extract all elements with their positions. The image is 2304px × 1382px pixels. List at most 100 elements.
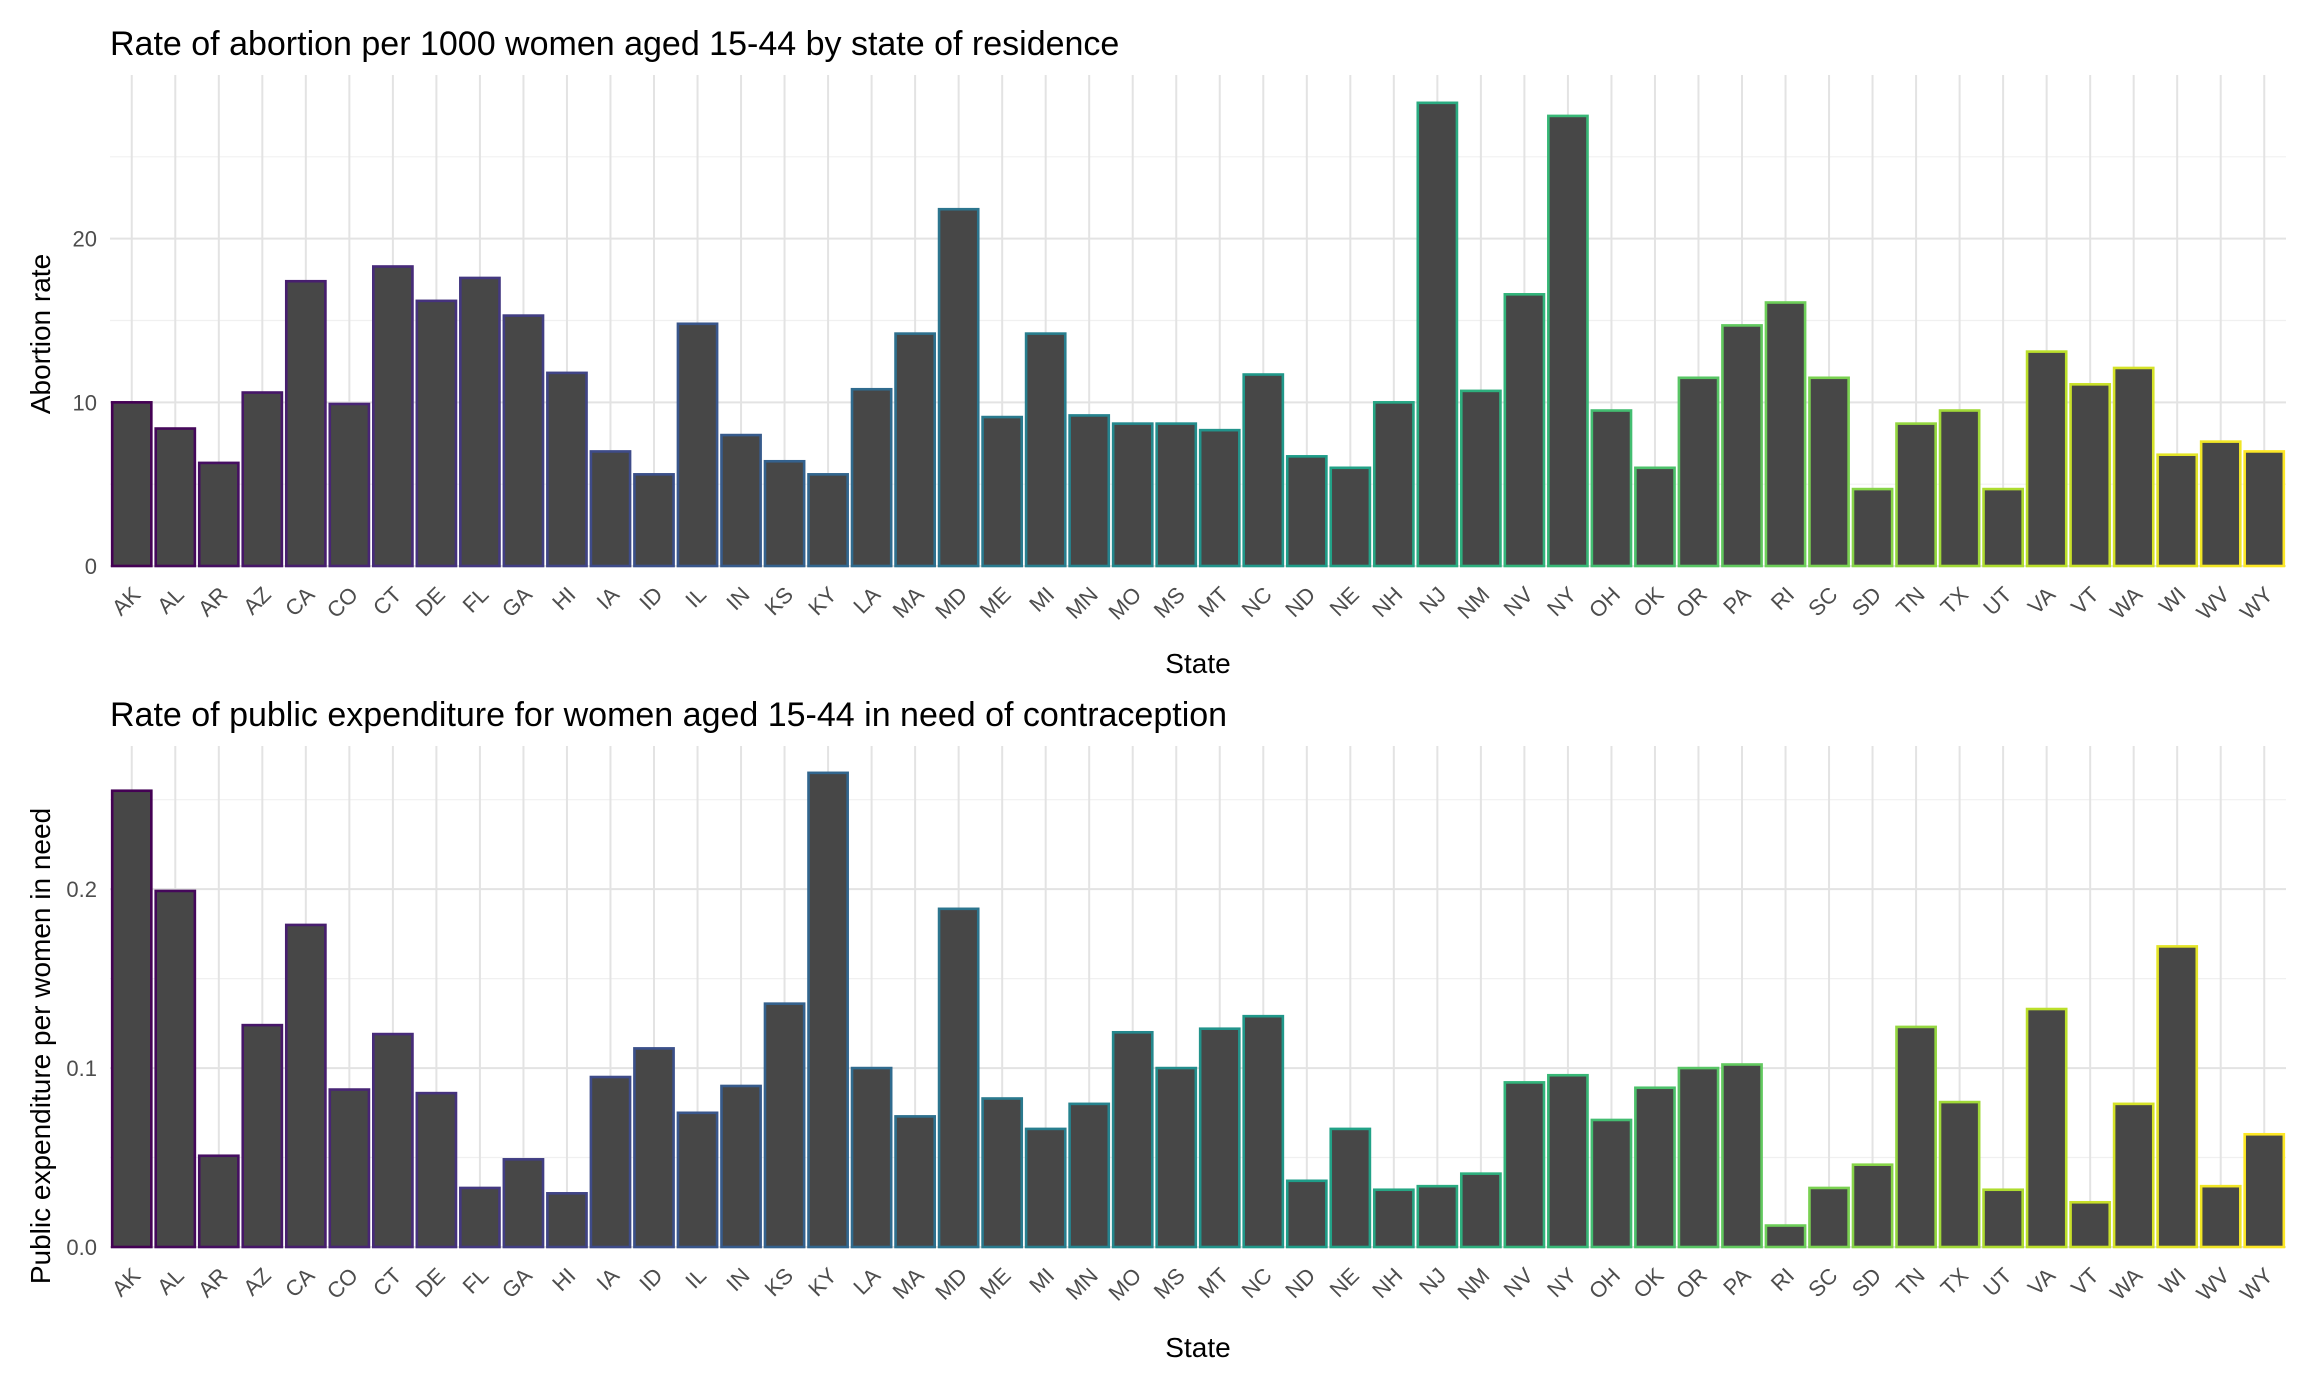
bar-oh [1590, 409, 1633, 568]
x-tick-label: NC [1237, 582, 1277, 622]
x-tick-label: ME [975, 582, 1016, 623]
bar-ms [1155, 1066, 1198, 1249]
bar-nc [1242, 1014, 1285, 1249]
bar-mn [1068, 414, 1111, 568]
x-tick-label: KY [803, 582, 842, 621]
bar-il [676, 322, 719, 568]
x-tick-label: LA [848, 1263, 885, 1300]
x-tick-label: NH [1367, 1263, 1407, 1303]
bar-wv [2199, 440, 2242, 568]
x-tick-label: CT [368, 1263, 406, 1301]
bar-md [937, 907, 980, 1249]
y-axis-label: Abortion rate [25, 254, 56, 414]
bar-ks [763, 459, 806, 568]
bar-nv [1503, 1081, 1546, 1249]
bar-ok [1634, 1086, 1676, 1249]
x-tick-label: SC [1803, 1263, 1842, 1302]
bar-nm [1459, 1172, 1502, 1249]
bar-wi [2156, 453, 2199, 568]
x-tick-label: NY [1542, 1263, 1582, 1303]
x-tick-label: LA [848, 582, 885, 619]
y-tick-label: 0 [85, 554, 97, 579]
x-tick-label: HI [547, 1263, 580, 1296]
abortion-rate-chart: Rate of abortion per 1000 women aged 15-… [25, 25, 2286, 679]
x-tick-label: NJ [1414, 1263, 1451, 1300]
x-tick-label: OR [1671, 582, 1712, 623]
bar-ri [1764, 301, 1807, 568]
bar-sd [1851, 1163, 1894, 1249]
x-tick-label: NJ [1414, 582, 1451, 619]
y-tick-label: 0.1 [66, 1056, 97, 1081]
x-tick-label: OH [1584, 1263, 1625, 1304]
x-tick-label: MT [1193, 1263, 1233, 1303]
x-tick-label: IN [721, 582, 754, 615]
bar-ak [110, 789, 153, 1249]
y-tick-label: 20 [73, 227, 97, 252]
bar-ia [589, 450, 632, 568]
x-tick-label: GA [497, 1263, 537, 1303]
x-tick-label: OK [1628, 1263, 1668, 1303]
bar-az [241, 1023, 284, 1249]
bar-nv [1503, 293, 1546, 568]
bar-ut [1982, 487, 2025, 568]
x-tick-label: VT [2066, 1263, 2104, 1301]
bar-ky [807, 473, 849, 568]
x-tick-label: CO [322, 1263, 363, 1304]
x-tick-label: FL [458, 1263, 494, 1299]
bar-va [2025, 1007, 2068, 1249]
bar-mi [1024, 332, 1067, 568]
x-tick-label: MD [930, 1263, 972, 1305]
x-tick-label: IL [680, 1263, 711, 1294]
bar-oh [1590, 1118, 1633, 1249]
bar-nj [1416, 1184, 1459, 1249]
plot-area: 0 10 20 AK AL AR AZ CA CO CT DE FL GA HI IA ID IL IN KS KY L… [73, 75, 2286, 625]
x-tick-label: TX [1936, 1263, 1974, 1301]
x-tick-label: ID [634, 1263, 667, 1296]
bar-me [981, 415, 1024, 568]
bar-ct [371, 1032, 414, 1249]
x-tick-label: MA [888, 582, 929, 623]
bar-sc [1808, 1186, 1850, 1249]
x-tick-label: CA [280, 582, 320, 622]
bar-ky [807, 771, 849, 1249]
x-tick-label: RI [1766, 1263, 1799, 1296]
bar-la [850, 1066, 893, 1249]
bar-ne [1329, 1127, 1372, 1249]
bar-fl [459, 1186, 501, 1249]
bar-nd [1285, 1179, 1328, 1249]
x-tick-label: ME [975, 1263, 1016, 1304]
bar-de [415, 1091, 458, 1249]
x-tick-label: AZ [238, 1263, 276, 1301]
x-tick-label: UT [1978, 1263, 2016, 1301]
x-tick-label: NY [1542, 582, 1582, 622]
x-tick-label: AR [193, 1263, 232, 1302]
bar-fl [459, 276, 501, 568]
x-tick-label: AK [107, 582, 146, 621]
y-axis-label: Public expenditure per women in need [25, 808, 56, 1284]
x-tick-label: SC [1803, 582, 1842, 621]
x-tick-label: WY [2235, 582, 2278, 625]
x-tick-label: AR [193, 582, 232, 621]
bar-or [1677, 376, 1720, 568]
bar-me [981, 1097, 1024, 1249]
bar-sc [1808, 376, 1850, 568]
x-tick-label: MT [1193, 582, 1233, 622]
bar-ma [894, 332, 937, 568]
bar-in [720, 433, 762, 568]
x-tick-label: IL [680, 582, 711, 613]
bar-vt [2069, 1200, 2112, 1249]
x-tick-label: PA [1718, 1263, 1756, 1301]
bar-mi [1024, 1127, 1067, 1249]
bar-wa [2112, 1102, 2155, 1249]
x-tick-label: MI [1024, 1263, 1059, 1298]
bar-wa [2112, 366, 2155, 568]
x-tick-label: AK [107, 1263, 146, 1302]
bar-wy [2243, 1132, 2286, 1249]
x-tick-label: WA [2105, 582, 2147, 624]
bar-az [241, 391, 284, 568]
x-tick-label: NE [1325, 582, 1364, 621]
x-tick-label: WA [2105, 1263, 2147, 1305]
x-tick-label: AL [152, 1263, 189, 1300]
x-tick-label: PA [1718, 582, 1756, 620]
bar-hi [546, 371, 588, 568]
